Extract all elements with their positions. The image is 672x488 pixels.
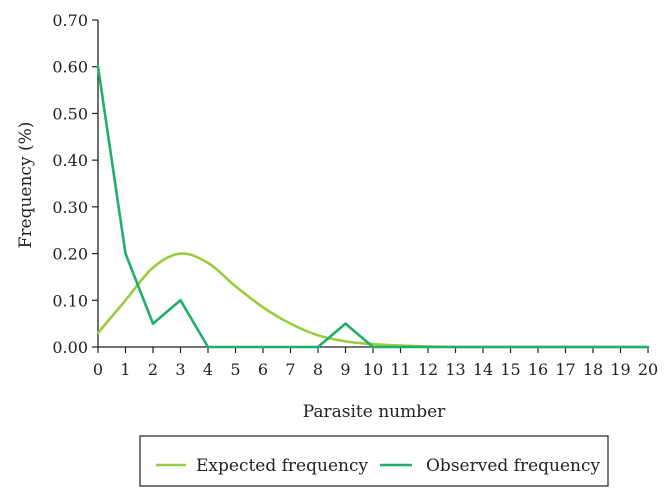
x-tick-label: 12: [418, 360, 438, 379]
y-tick-label: 0.20: [52, 245, 88, 264]
x-tick-label: 19: [610, 360, 630, 379]
x-tick-label: 15: [500, 360, 520, 379]
x-tick-label: 3: [175, 360, 185, 379]
x-tick-label: 7: [285, 360, 295, 379]
y-axis-title: Frequency (%): [16, 122, 36, 249]
y-tick-label: 0.10: [52, 291, 88, 310]
x-tick-label: 5: [230, 360, 240, 379]
y-tick-label: 0.70: [52, 11, 88, 30]
x-tick-label: 9: [340, 360, 350, 379]
x-tick-label: 0: [93, 360, 103, 379]
y-tick-label: 0.50: [52, 104, 88, 123]
y-tick-label: 0.00: [52, 338, 88, 357]
legend-label-expected-frequency: Expected frequency: [196, 456, 368, 476]
x-axis-title: Parasite number: [303, 402, 446, 422]
x-tick-label: 17: [555, 360, 575, 379]
x-tick-label: 14: [473, 360, 493, 379]
x-tick-label: 6: [258, 360, 268, 379]
y-tick-label: 0.30: [52, 198, 88, 217]
y-axis-title-group: Frequency (%): [16, 122, 36, 249]
plot-area: 0.000.100.200.300.400.500.600.700 1 2 3 4 5 6 7…: [52, 11, 658, 379]
legend-label-observed-frequency: Observed frequency: [426, 456, 601, 476]
y-tick-label: 0.40: [52, 151, 88, 170]
x-tick-label: 8: [313, 360, 323, 379]
legend-box: [139, 435, 609, 487]
x-tick-label: 18: [583, 360, 603, 379]
x-tick-label: 16: [528, 360, 548, 379]
x-tick-label: 4: [203, 360, 213, 379]
x-tick-label: 20: [638, 360, 658, 379]
y-tick-label: 0.60: [52, 58, 88, 77]
x-tick-label: 10: [363, 360, 383, 379]
x-tick-label: 11: [390, 360, 410, 379]
x-tick-label: 2: [148, 360, 158, 379]
x-tick-label: 1: [120, 360, 130, 379]
x-tick-label: 13: [445, 360, 465, 379]
legend: Expected frequency Observed frequency: [139, 435, 609, 487]
series-line-observed-frequency: [96, 65, 650, 349]
